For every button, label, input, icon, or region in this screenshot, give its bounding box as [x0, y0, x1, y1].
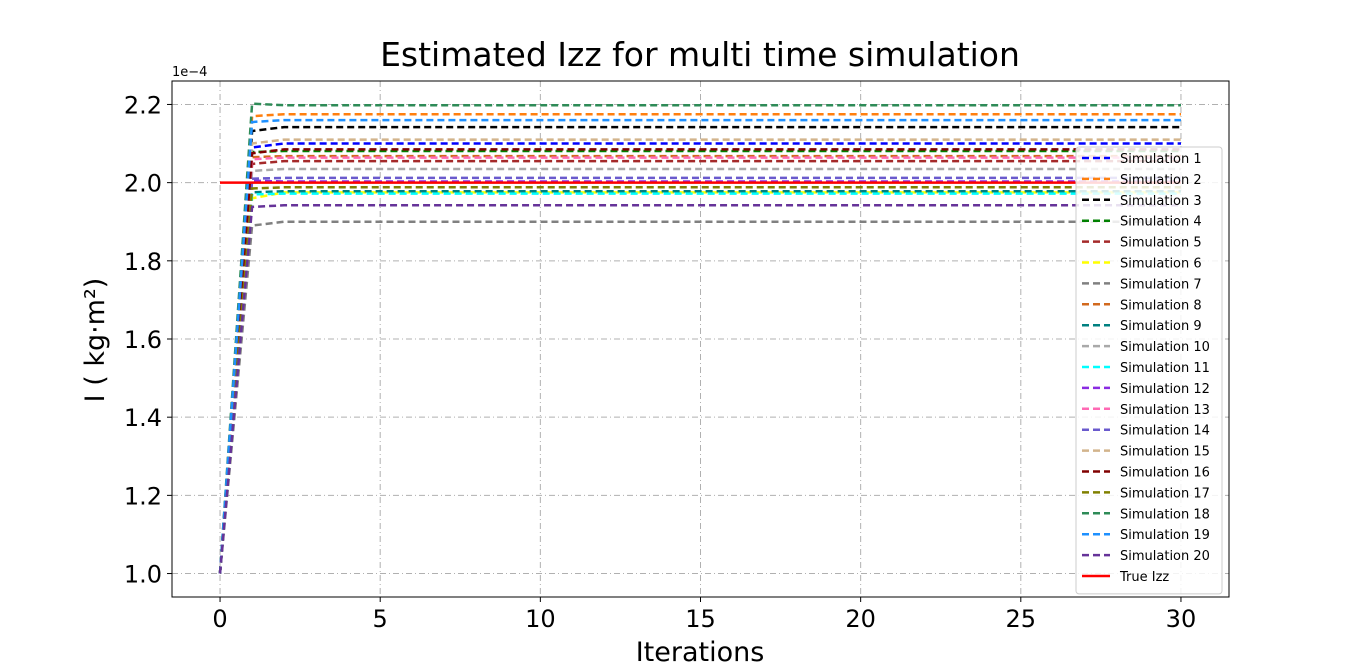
legend-label: Simulation 11	[1120, 361, 1210, 376]
series-layer	[218, 102, 1181, 574]
x-tick-label: 25	[1006, 605, 1037, 633]
legend-label: Simulation 2	[1120, 173, 1202, 188]
legend-label: True Izz	[1119, 570, 1169, 585]
x-tick-label: 10	[525, 605, 556, 633]
y-axis: 1.0 1.2 1.4 1.6 1.8 2.0 2.2	[124, 91, 172, 589]
legend-label: Simulation 1	[1120, 152, 1202, 167]
legend-label: Simulation 10	[1120, 340, 1210, 355]
x-tick-label: 15	[685, 605, 716, 633]
legend-label: Simulation 3	[1120, 194, 1202, 209]
legend-label: Simulation 8	[1120, 298, 1202, 313]
x-tick-label: 20	[845, 605, 876, 633]
y-axis-label: I ( kg·m²)	[80, 278, 111, 403]
legend-label: Simulation 9	[1120, 319, 1202, 334]
legend-label: Simulation 5	[1120, 236, 1202, 251]
y-offset-label: 1e−4	[172, 65, 207, 80]
series-line	[218, 220, 1181, 574]
y-tick-label: 2.0	[124, 170, 162, 198]
x-tick-label: 5	[373, 605, 388, 633]
legend-label: Simulation 19	[1120, 528, 1210, 543]
legend-label: Simulation 18	[1120, 507, 1210, 522]
x-axis-label: Iterations	[636, 637, 765, 668]
legend-label: Simulation 15	[1120, 445, 1210, 460]
series-line	[218, 204, 1181, 574]
series-line	[218, 156, 1181, 574]
legend-label: Simulation 16	[1120, 466, 1210, 481]
legend-label: Simulation 13	[1120, 403, 1210, 418]
chart-title: Estimated Izz for multi time simulation	[380, 35, 1020, 74]
x-axis: 0 5 10 15 20 25 30	[212, 597, 1196, 633]
legend-label: Simulation 7	[1120, 277, 1202, 292]
y-tick-label: 1.2	[124, 482, 162, 510]
series-line	[218, 118, 1181, 574]
legend-label: Simulation 4	[1120, 215, 1202, 230]
legend-label: Simulation 12	[1120, 382, 1210, 397]
legend-label: Simulation 6	[1120, 257, 1202, 272]
legend-label: Simulation 14	[1120, 424, 1210, 439]
series-line	[218, 159, 1181, 574]
legend-box	[1075, 146, 1223, 595]
y-tick-label: 1.6	[124, 326, 162, 354]
series-line	[218, 154, 1181, 574]
series-line	[218, 112, 1181, 574]
x-tick-label: 0	[212, 605, 227, 633]
x-tick-label: 30	[1166, 605, 1197, 633]
y-tick-label: 1.4	[124, 404, 162, 432]
legend: Simulation 1 Simulation 2 Simulation 3 Simu…	[1075, 146, 1223, 595]
y-tick-label: 1.0	[124, 561, 162, 589]
legend-label: Simulation 17	[1120, 486, 1210, 501]
legend-label: Simulation 20	[1120, 549, 1210, 564]
y-tick-label: 2.2	[124, 91, 162, 119]
y-tick-label: 1.8	[124, 248, 162, 276]
